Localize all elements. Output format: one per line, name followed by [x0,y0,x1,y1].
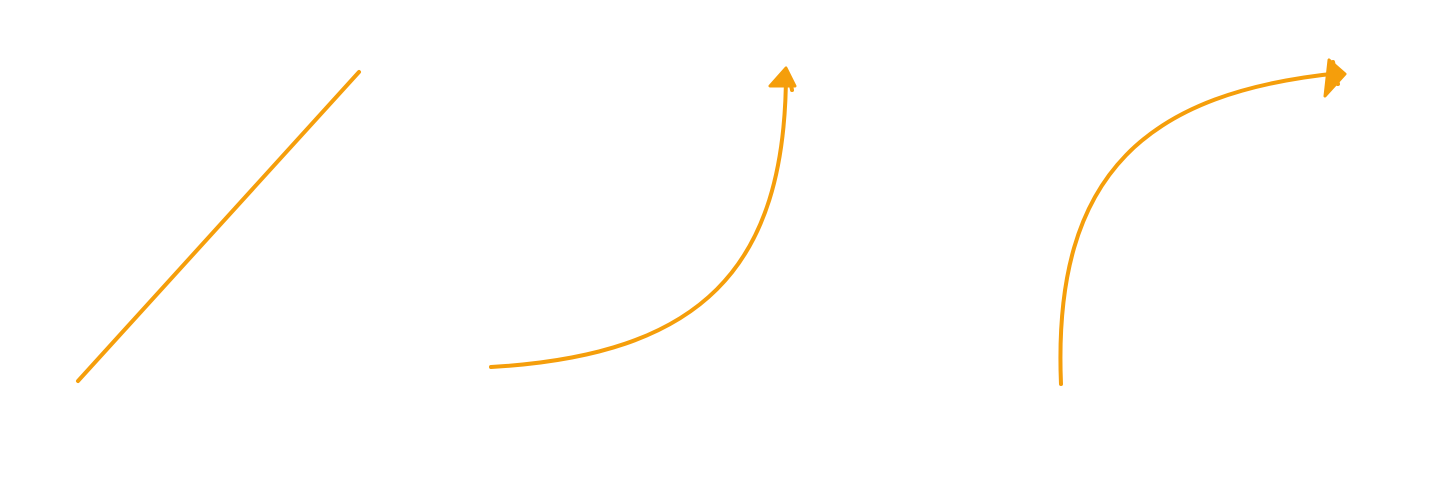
arrowhead-sketch-stroke [1325,60,1344,92]
curved-arrow-convex-shape[interactable] [1058,58,1347,386]
arrowhead-sketch-stroke [774,74,794,92]
curved-arrow-convex-line[interactable] [1058,71,1342,386]
curved-arrow-concave-shape[interactable] [489,66,797,369]
curved-arrow-concave-line[interactable] [489,70,788,369]
straight-line-shape[interactable] [76,70,361,383]
straight-line[interactable] [76,70,361,383]
